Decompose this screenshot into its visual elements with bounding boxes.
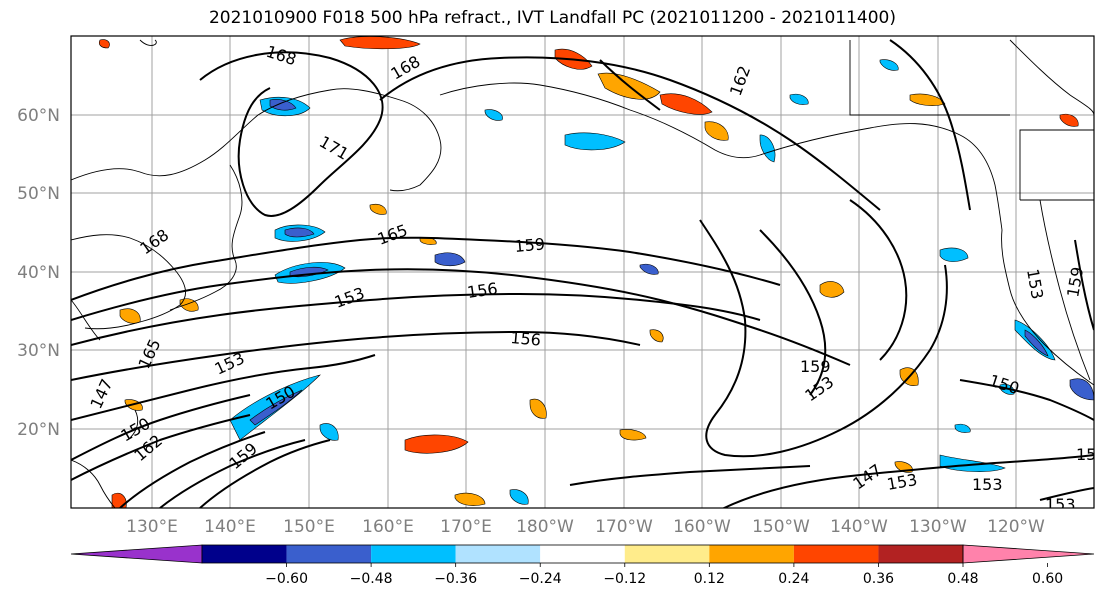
colorbar-outline bbox=[201, 544, 964, 564]
colorbar-segment bbox=[286, 545, 372, 563]
lat-label: 30°N bbox=[17, 341, 60, 361]
plot-border bbox=[70, 35, 1095, 509]
contour-label: 159 bbox=[800, 357, 831, 376]
lon-label: 160°W bbox=[673, 517, 731, 537]
colorbar-segment bbox=[878, 545, 963, 563]
contour-label: 153 bbox=[1076, 445, 1105, 464]
colorbar-segment bbox=[793, 545, 879, 563]
lat-label: 40°N bbox=[17, 263, 60, 283]
colorbar-tick-label: −0.48 bbox=[350, 571, 393, 587]
lon-label: 120°W bbox=[987, 517, 1045, 537]
lon-label: 150°E bbox=[283, 517, 335, 537]
lat-label: 50°N bbox=[17, 184, 60, 204]
colorbar-segment bbox=[455, 545, 541, 563]
contour-label: 156 bbox=[466, 279, 499, 302]
colorbar-tick-label: −0.24 bbox=[519, 571, 562, 587]
lat-label: 20°N bbox=[17, 420, 60, 440]
contour-label: 153 bbox=[972, 475, 1003, 494]
colorbar-segment bbox=[202, 545, 287, 563]
refractivity-contours bbox=[71, 39, 1094, 508]
lon-label: 130°E bbox=[126, 517, 178, 537]
colorbar-extend-max bbox=[962, 544, 1095, 564]
latitude-labels: 60°N 50°N 40°N 30°N 20°N bbox=[17, 106, 60, 440]
lon-label: 140°W bbox=[830, 517, 888, 537]
colorbar-segment bbox=[540, 545, 625, 563]
longitude-labels: 130°E 140°E 150°E 160°E 170°E 180°W 170°… bbox=[126, 517, 1045, 537]
colorbar-tick-label: 0.12 bbox=[694, 571, 725, 587]
lon-label: 180°W bbox=[516, 517, 574, 537]
colorbar: −0.60 −0.48 −0.36 −0.24 −0.12 0.12 0.24 0.36 0.4… bbox=[70, 544, 1095, 587]
colorbar-tick-label: −0.12 bbox=[603, 571, 646, 587]
lon-label: 170°W bbox=[595, 517, 653, 537]
colorbar-tick-label: −0.36 bbox=[434, 571, 477, 587]
colorbar-tick-label: 0.36 bbox=[863, 571, 894, 587]
map-title: 2021010900 F018 500 hPa refract., IVT La… bbox=[208, 8, 896, 28]
colorbar-tick-label: 0.60 bbox=[1032, 571, 1063, 587]
coastlines bbox=[71, 39, 1094, 508]
lon-label: 140°E bbox=[204, 517, 256, 537]
contour-label: 156 bbox=[510, 328, 542, 350]
lat-label: 60°N bbox=[17, 106, 60, 126]
colorbar-segment bbox=[371, 545, 456, 563]
colorbar-tick-label: 0.48 bbox=[947, 571, 978, 587]
lon-label: 150°W bbox=[752, 517, 810, 537]
colorbar-segment bbox=[624, 545, 710, 563]
colorbar-tick-label: −0.60 bbox=[265, 571, 308, 587]
colorbar-tick-label: 0.24 bbox=[778, 571, 809, 587]
colorbar-segment bbox=[709, 545, 794, 563]
lon-label: 160°E bbox=[362, 517, 414, 537]
lon-label: 130°W bbox=[909, 517, 967, 537]
contour-label: 153 bbox=[1045, 495, 1076, 514]
colorbar-extend-min bbox=[70, 544, 203, 564]
contour-label: 159 bbox=[514, 234, 546, 256]
lon-label: 170°E bbox=[440, 517, 492, 537]
